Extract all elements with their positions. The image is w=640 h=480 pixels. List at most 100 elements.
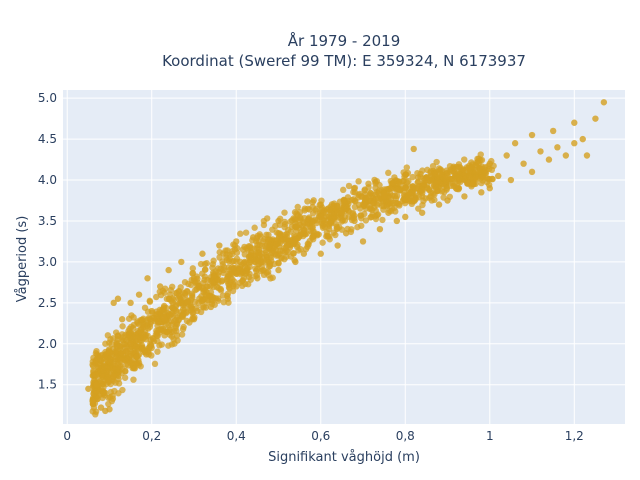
data-point — [102, 389, 109, 397]
data-point — [106, 348, 113, 356]
y-tick-label: 2.0 — [38, 337, 57, 351]
data-point — [128, 323, 135, 331]
data-point — [433, 158, 440, 166]
data-point — [368, 206, 376, 213]
data-point — [107, 336, 114, 343]
data-point — [334, 209, 341, 216]
data-point — [477, 151, 484, 158]
data-point — [486, 185, 493, 192]
data-point — [233, 283, 240, 290]
data-point — [373, 212, 381, 219]
data-point — [133, 353, 140, 361]
data-point — [304, 198, 311, 205]
data-point — [119, 323, 126, 330]
data-point — [414, 179, 421, 186]
data-point — [367, 189, 374, 197]
data-points — [85, 99, 608, 418]
data-point — [246, 243, 254, 250]
y-tick-label: 1.5 — [38, 378, 57, 392]
data-point — [233, 249, 241, 256]
data-point — [107, 356, 114, 363]
data-point — [225, 284, 233, 291]
y-tick-label: 3.5 — [38, 214, 57, 228]
data-point — [251, 224, 258, 231]
data-point — [395, 200, 403, 208]
data-point — [178, 258, 185, 266]
data-point — [189, 265, 197, 272]
data-point — [443, 184, 450, 192]
data-point — [188, 292, 196, 299]
y-axis-ticks: 1.5 2.0 2.5 3.0 3.5 4.0 4.5 5.0 — [38, 91, 57, 392]
data-point — [284, 226, 292, 234]
data-point — [127, 299, 134, 307]
data-point — [195, 282, 202, 290]
x-tick-label: 1 — [486, 429, 494, 443]
data-point — [257, 259, 265, 266]
data-point — [281, 209, 288, 216]
data-point — [187, 307, 195, 314]
data-point — [465, 164, 472, 171]
data-point — [139, 316, 146, 324]
data-point — [351, 203, 359, 211]
y-tick-label: 4.5 — [38, 132, 57, 146]
data-point — [579, 135, 586, 143]
data-point — [592, 115, 599, 122]
data-point — [138, 329, 145, 336]
data-point — [155, 318, 163, 326]
data-point — [233, 238, 240, 245]
data-point — [233, 258, 240, 265]
data-point — [317, 250, 324, 257]
data-point — [334, 202, 341, 210]
data-point — [158, 341, 165, 348]
data-point — [114, 295, 122, 302]
data-point — [368, 213, 375, 221]
data-point — [216, 242, 223, 249]
data-point — [351, 217, 358, 225]
data-point — [351, 189, 359, 196]
data-point — [203, 283, 210, 290]
data-point — [127, 340, 134, 347]
data-point — [89, 362, 97, 370]
data-point — [114, 361, 122, 368]
data-point — [317, 201, 324, 208]
data-point — [358, 222, 365, 229]
data-point — [102, 407, 109, 415]
data-point — [100, 367, 108, 374]
data-point — [148, 344, 155, 352]
data-point — [301, 214, 308, 222]
data-point — [436, 171, 444, 178]
data-point — [226, 255, 233, 262]
data-point — [237, 230, 244, 237]
data-point — [249, 234, 257, 241]
data-point — [402, 213, 409, 221]
data-point — [339, 186, 347, 194]
data-point — [165, 342, 172, 349]
data-point — [386, 185, 394, 192]
data-point — [130, 376, 137, 383]
data-point — [94, 395, 101, 403]
data-point — [432, 183, 440, 190]
data-point — [109, 395, 117, 402]
data-point — [193, 304, 200, 312]
data-point — [106, 377, 113, 384]
data-point — [278, 237, 285, 244]
data-point — [260, 221, 268, 229]
data-point — [600, 99, 608, 106]
data-point — [190, 275, 198, 282]
data-point — [210, 257, 217, 264]
data-point — [173, 290, 180, 297]
data-point — [403, 164, 410, 171]
data-point — [486, 160, 493, 167]
data-point — [239, 276, 247, 284]
data-point — [511, 140, 519, 147]
data-point — [93, 347, 100, 355]
data-point — [167, 286, 174, 294]
data-point — [310, 197, 317, 204]
data-point — [385, 209, 392, 216]
data-point — [293, 227, 300, 235]
x-tick-label: 0,2 — [142, 429, 161, 443]
data-point — [122, 357, 129, 364]
data-point — [409, 173, 416, 181]
data-point — [391, 192, 399, 200]
data-point — [160, 302, 168, 310]
